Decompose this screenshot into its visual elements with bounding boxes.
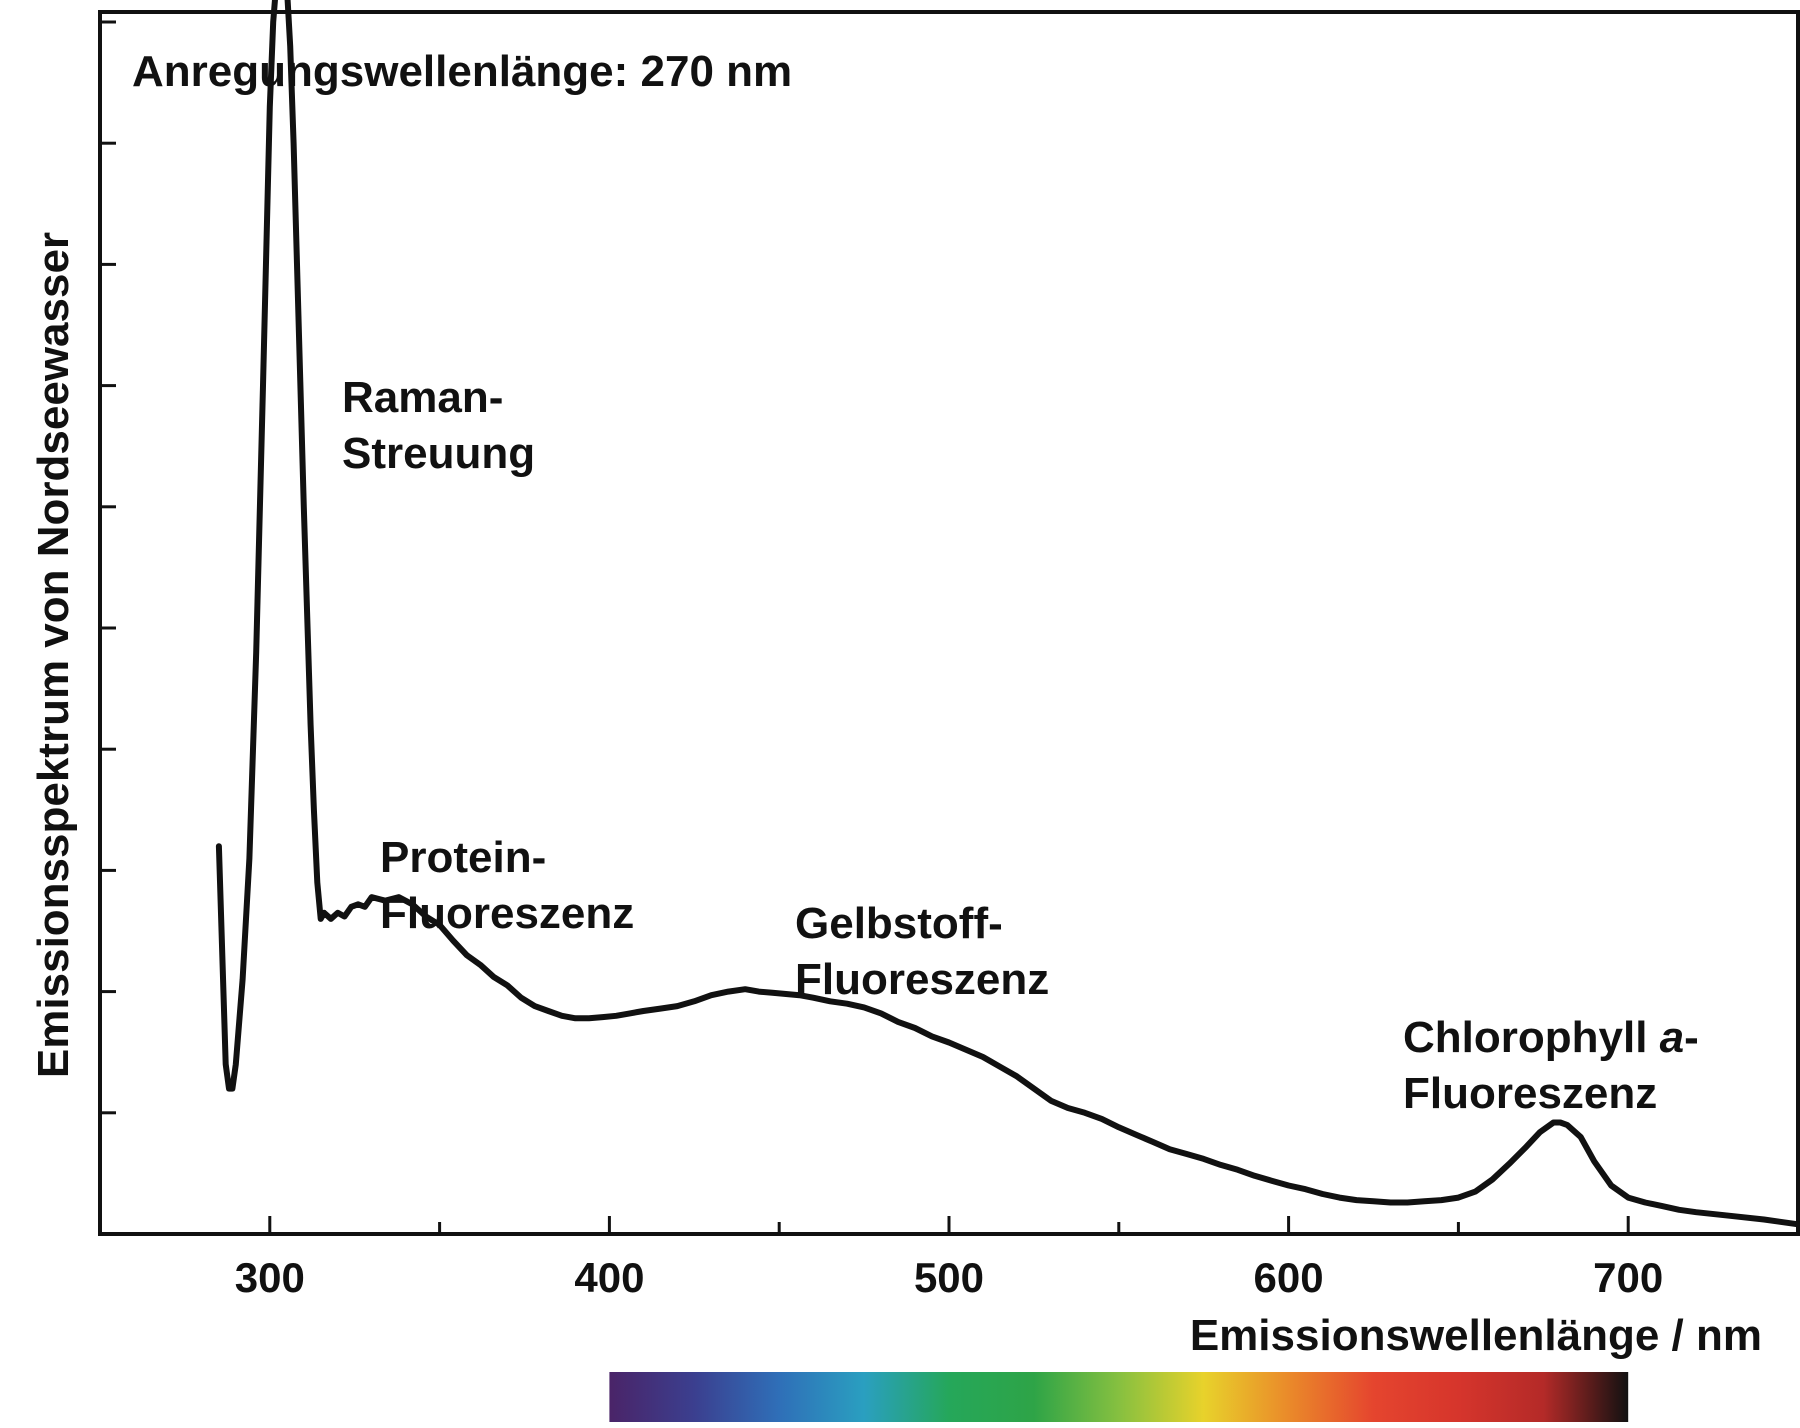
x-axis-title: Emissionswellenlänge / nm — [1190, 1311, 1762, 1360]
color-spectrum-bar — [609, 1372, 1629, 1422]
annotation-protein-line-1: Protein- — [380, 833, 546, 882]
annotation-protein: Protein- Fluoreszenz — [380, 833, 634, 938]
x-tick-label-300: 300 — [235, 1254, 305, 1301]
y-axis-ticks — [100, 20, 116, 1115]
annotation-chlorophyll-line-1: Chlorophyll a- — [1403, 1013, 1699, 1062]
x-tick-label-400: 400 — [574, 1254, 644, 1301]
y-axis-title: Emissionsspektrum von Nordseewasser — [29, 232, 78, 1078]
annotation-raman-line-2: Streuung — [342, 429, 535, 478]
annotation-protein-line-2: Fluoreszenz — [380, 889, 634, 938]
annotation-chlorophyll: Chlorophyll a- Fluoreszenz — [1403, 1013, 1699, 1118]
annotation-raman: Raman- Streuung — [342, 373, 535, 478]
annotation-gelbstoff-line-2: Fluoreszenz — [795, 955, 1049, 1004]
x-axis-ticks — [268, 1216, 1630, 1234]
x-axis-tick-labels: 300 400 500 600 700 — [235, 1254, 1663, 1301]
series-line-emission — [215, 0, 1800, 1228]
x-tick-label-500: 500 — [914, 1254, 984, 1301]
annotation-gelbstoff-line-1: Gelbstoff- — [795, 899, 1003, 948]
annotation-raman-line-1: Raman- — [342, 373, 503, 422]
annotation-chlorophyll-line-2: Fluoreszenz — [1403, 1069, 1657, 1118]
chart-title: Anregungswellenlänge: 270 nm — [132, 47, 792, 96]
annotation-gelbstoff: Gelbstoff- Fluoreszenz — [795, 899, 1049, 1004]
x-tick-label-600: 600 — [1254, 1254, 1324, 1301]
x-tick-label-700: 700 — [1593, 1254, 1663, 1301]
